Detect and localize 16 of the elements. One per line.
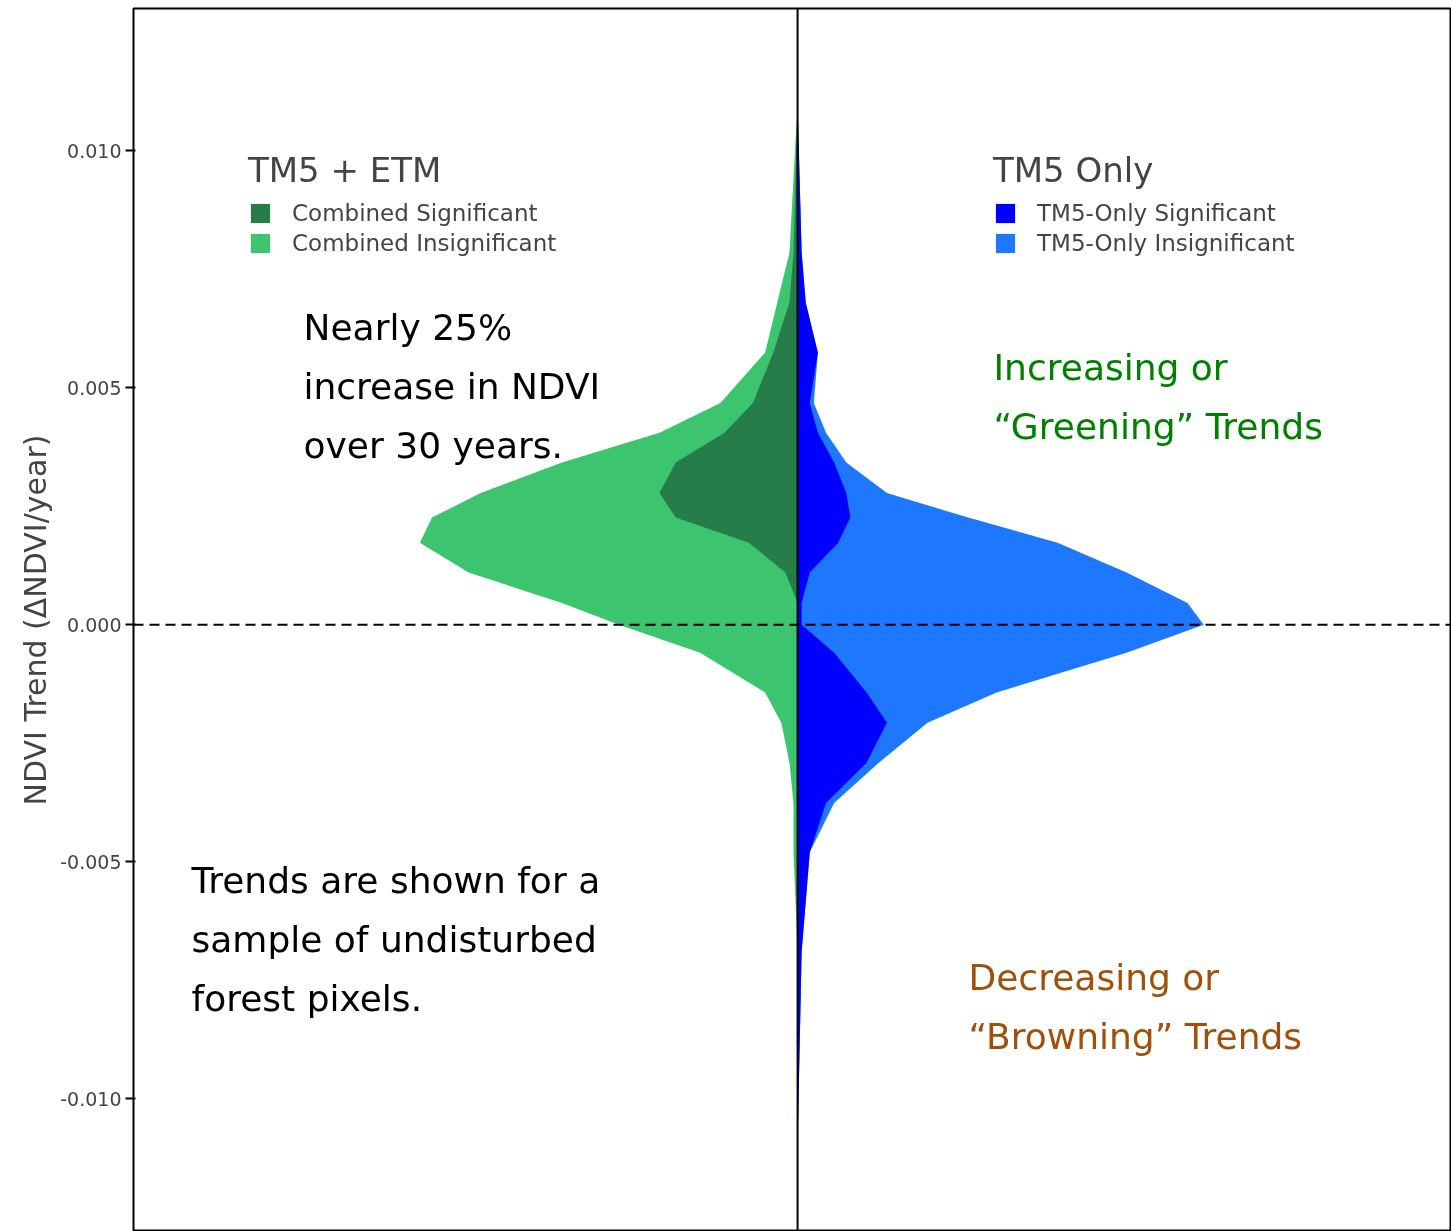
- y-tick-label: 0.010: [67, 139, 122, 162]
- annotation: Decreasing or “Browning” Trends: [968, 956, 1303, 1057]
- text: TM5 + ETM: [248, 150, 442, 190]
- legend-label: Combined Insignificant: [292, 230, 557, 256]
- annotation: Trends are shown for a sample of undisturbed forest pixels.: [190, 859, 601, 1020]
- annotation: Increasing or “Greening” Trends: [993, 346, 1323, 447]
- y-tick-label: -0.005: [60, 850, 122, 873]
- legend-label: Combined Significant: [292, 200, 538, 226]
- legend-label: TM5-Only Insignificant: [1037, 230, 1295, 256]
- y-tick-label: 0.005: [67, 376, 122, 399]
- y-axis-title: NDVI Trend (ΔNDVI/year): [18, 434, 54, 806]
- legend-label: TM5-Only Significant: [1037, 200, 1276, 226]
- annotation: Nearly 25% increase in NDVI over 30 years.: [303, 306, 601, 467]
- text: TM5 Only: [993, 150, 1154, 190]
- y-tick-label: 0.000: [67, 613, 122, 636]
- y-tick-label: -0.010: [60, 1087, 122, 1110]
